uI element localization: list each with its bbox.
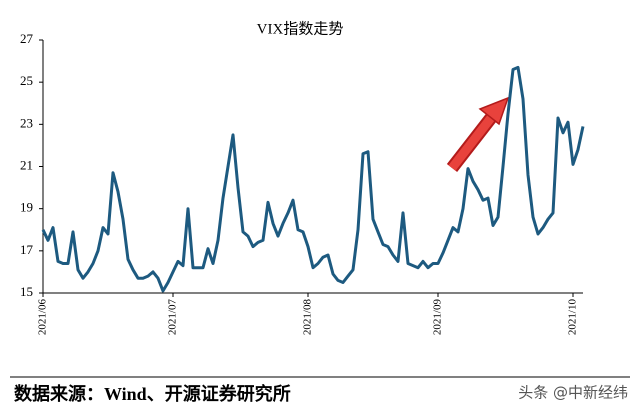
- watermark: 头条 @中新经纬: [518, 384, 628, 402]
- y-tick-label: 19: [20, 200, 33, 215]
- x-tick-label: 2021/10: [567, 299, 579, 336]
- y-tick-label: 15: [20, 284, 33, 299]
- y-tick-label: 21: [20, 157, 33, 172]
- x-tick-label: 2021/06: [37, 299, 49, 336]
- chart-title: VIX指数走势: [257, 20, 344, 37]
- y-tick-label: 17: [20, 242, 34, 257]
- line: [41, 65, 585, 293]
- x-tick-label: 2021/09: [432, 299, 444, 336]
- source: 数据来源：Wind、开源证券研究所: [14, 383, 291, 404]
- y-tick-label: 27: [20, 31, 34, 46]
- arrow: [446, 96, 510, 172]
- x-tick-label: 2021/08: [302, 299, 314, 336]
- x-tick-label: 2021/07: [167, 299, 179, 336]
- y-tick-label: 23: [20, 115, 33, 130]
- y-tick-label: 25: [20, 73, 33, 88]
